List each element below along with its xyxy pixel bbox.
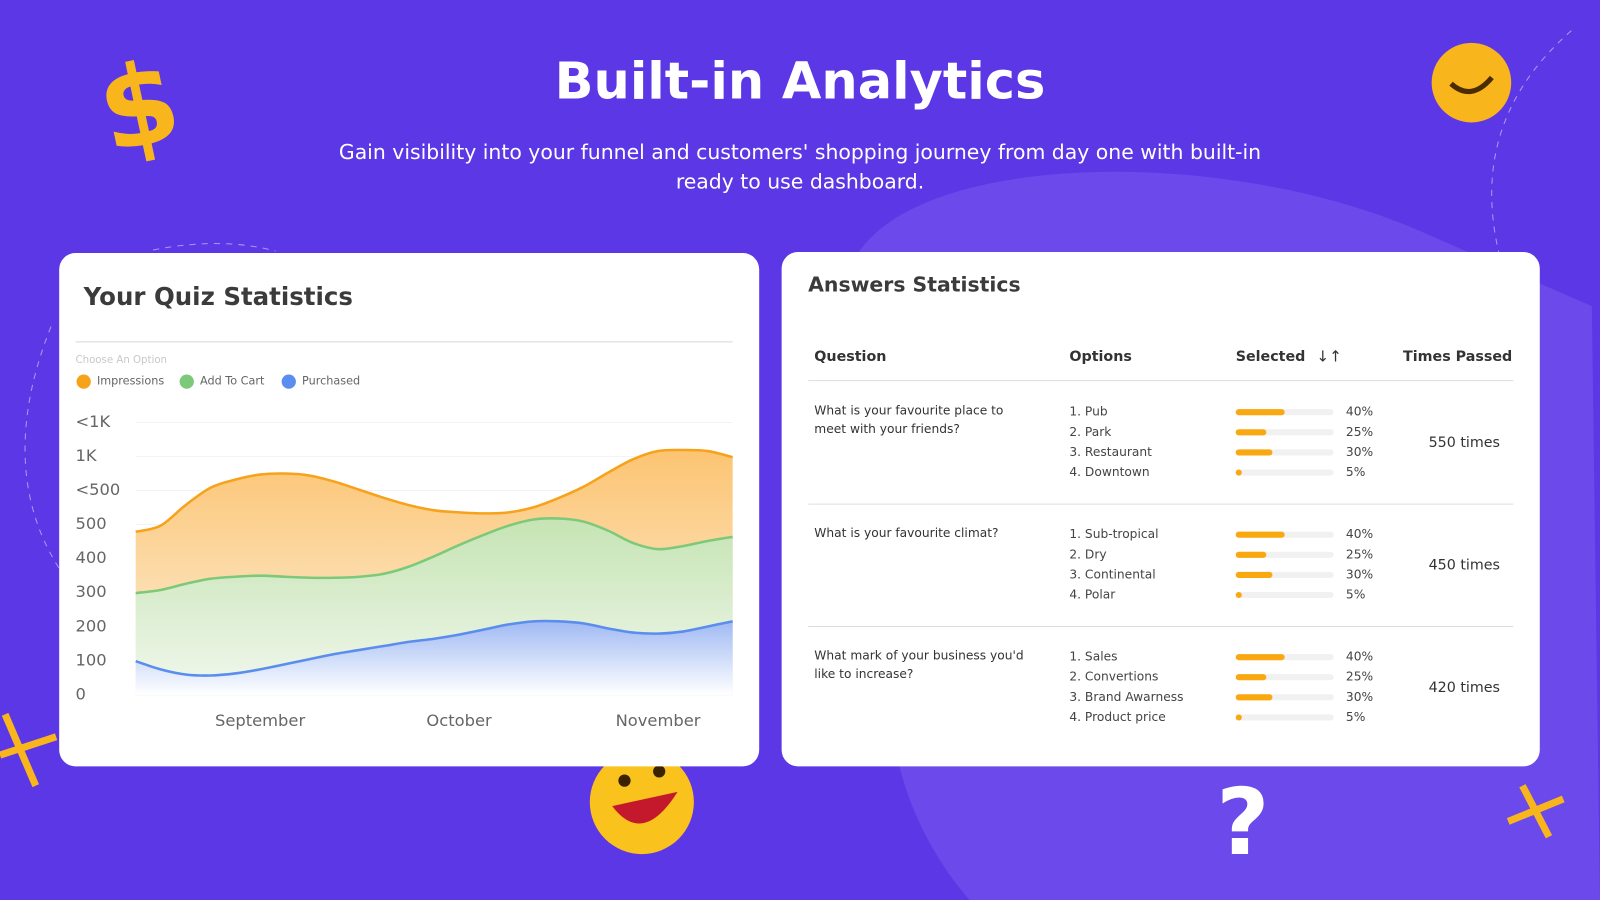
option: 3. Continental	[1069, 567, 1155, 581]
x-tick-label: September	[215, 711, 305, 730]
percent: 40%	[1346, 527, 1373, 541]
legend-label: Add To Cart	[200, 375, 265, 388]
option: 2. Dry	[1069, 547, 1106, 561]
option: 4. Polar	[1069, 587, 1116, 601]
bar	[1235, 469, 1242, 476]
column-header: Question	[814, 349, 886, 365]
bar	[1235, 409, 1285, 416]
bar	[1235, 449, 1273, 456]
bar	[1235, 429, 1267, 436]
bar	[1235, 694, 1273, 701]
chart: 0 100 200 300 400 500 <500 1K <1K September Octobe…	[76, 374, 733, 730]
answers-table: Question Options Selected Times Passed ↓↑ Wha…	[808, 348, 1514, 724]
dashed-curve	[1491, 30, 1572, 266]
bar-track	[1235, 714, 1334, 721]
percent: 25%	[1346, 425, 1373, 439]
option: 2. Park	[1069, 425, 1112, 439]
column-header: Times Passed	[1403, 349, 1512, 365]
times: 420 times	[1429, 680, 1500, 696]
y-tick-label: 1K	[76, 446, 98, 465]
bar	[1235, 654, 1285, 661]
legend-dot	[179, 374, 194, 389]
y-tick-label: <1K	[76, 412, 112, 431]
option: 1. Pub	[1069, 405, 1107, 419]
option: 3. Restaurant	[1069, 445, 1152, 459]
percent: 30%	[1346, 567, 1373, 581]
dashed-curve	[152, 243, 276, 252]
column-header: Selected	[1236, 349, 1306, 365]
y-tick-label: 400	[76, 548, 107, 567]
y-tick-label: 500	[76, 514, 107, 533]
x-tick-label: October	[426, 711, 492, 730]
option: 2. Convertions	[1069, 670, 1158, 684]
line	[135, 448, 733, 534]
times: 450 times	[1429, 557, 1500, 573]
option: 1. Sales	[1069, 650, 1117, 664]
question: meet with your friends?	[814, 422, 960, 436]
bar	[1235, 571, 1273, 578]
question: What is your favourite place to	[814, 404, 1003, 418]
option: 4. Downtown	[1069, 465, 1149, 479]
percent: 5%	[1346, 710, 1365, 724]
dashed-curve	[24, 326, 62, 572]
bar	[1235, 551, 1267, 558]
bar	[1235, 591, 1242, 599]
y-tick-label: 300	[76, 582, 107, 601]
column-header: Options	[1069, 349, 1132, 365]
question-icon: ?	[1216, 769, 1269, 876]
legend-label: Impressions	[97, 375, 164, 388]
y-tick-label: 0	[76, 684, 86, 703]
percent: 5%	[1346, 465, 1365, 479]
percent: 40%	[1346, 650, 1373, 664]
smile-emoji	[1431, 42, 1512, 123]
question: like to increase?	[814, 667, 913, 681]
legend-label: Purchased	[302, 375, 360, 388]
legend-label: Choose An Option	[76, 355, 168, 366]
question: What is your favourite climat?	[814, 526, 998, 540]
percent: 40%	[1346, 405, 1373, 419]
sort-icon[interactable]: ↓↑	[1316, 348, 1342, 366]
option: 1. Sub-tropical	[1069, 527, 1158, 541]
card-title: Answers Statistics	[808, 273, 1020, 297]
percent: 25%	[1346, 670, 1373, 684]
percent: 30%	[1346, 445, 1373, 459]
subtitle: ready to use dashboard.	[676, 170, 924, 194]
percent: 25%	[1346, 547, 1373, 561]
option: 3. Brand Awarness	[1069, 690, 1183, 704]
area	[135, 621, 733, 695]
percent: 5%	[1346, 587, 1365, 601]
y-tick-label: 100	[76, 650, 107, 669]
line	[135, 619, 733, 677]
x-tick-label: November	[616, 711, 701, 730]
bar	[1235, 531, 1285, 538]
laugh-emoji	[589, 750, 694, 855]
times: 550 times	[1429, 435, 1500, 451]
option: 4. Product price	[1069, 710, 1165, 724]
y-tick-label: <500	[76, 480, 121, 499]
legend-dot	[281, 374, 296, 389]
bar-track	[1235, 591, 1334, 599]
percent: 30%	[1346, 690, 1373, 704]
bar	[1235, 714, 1242, 721]
legend-dot	[76, 374, 91, 389]
card-title: Your Quiz Statistics	[83, 282, 353, 311]
question: What mark of your business you'd	[814, 649, 1023, 663]
page-title: Built-in Analytics	[555, 53, 1046, 112]
bar-track	[1235, 469, 1334, 476]
subtitle: Gain visibility into your funnel and cus…	[339, 140, 1261, 164]
bar	[1235, 674, 1267, 681]
line	[135, 517, 733, 595]
y-tick-label: 200	[76, 616, 107, 635]
cross-icon	[0, 712, 1565, 839]
